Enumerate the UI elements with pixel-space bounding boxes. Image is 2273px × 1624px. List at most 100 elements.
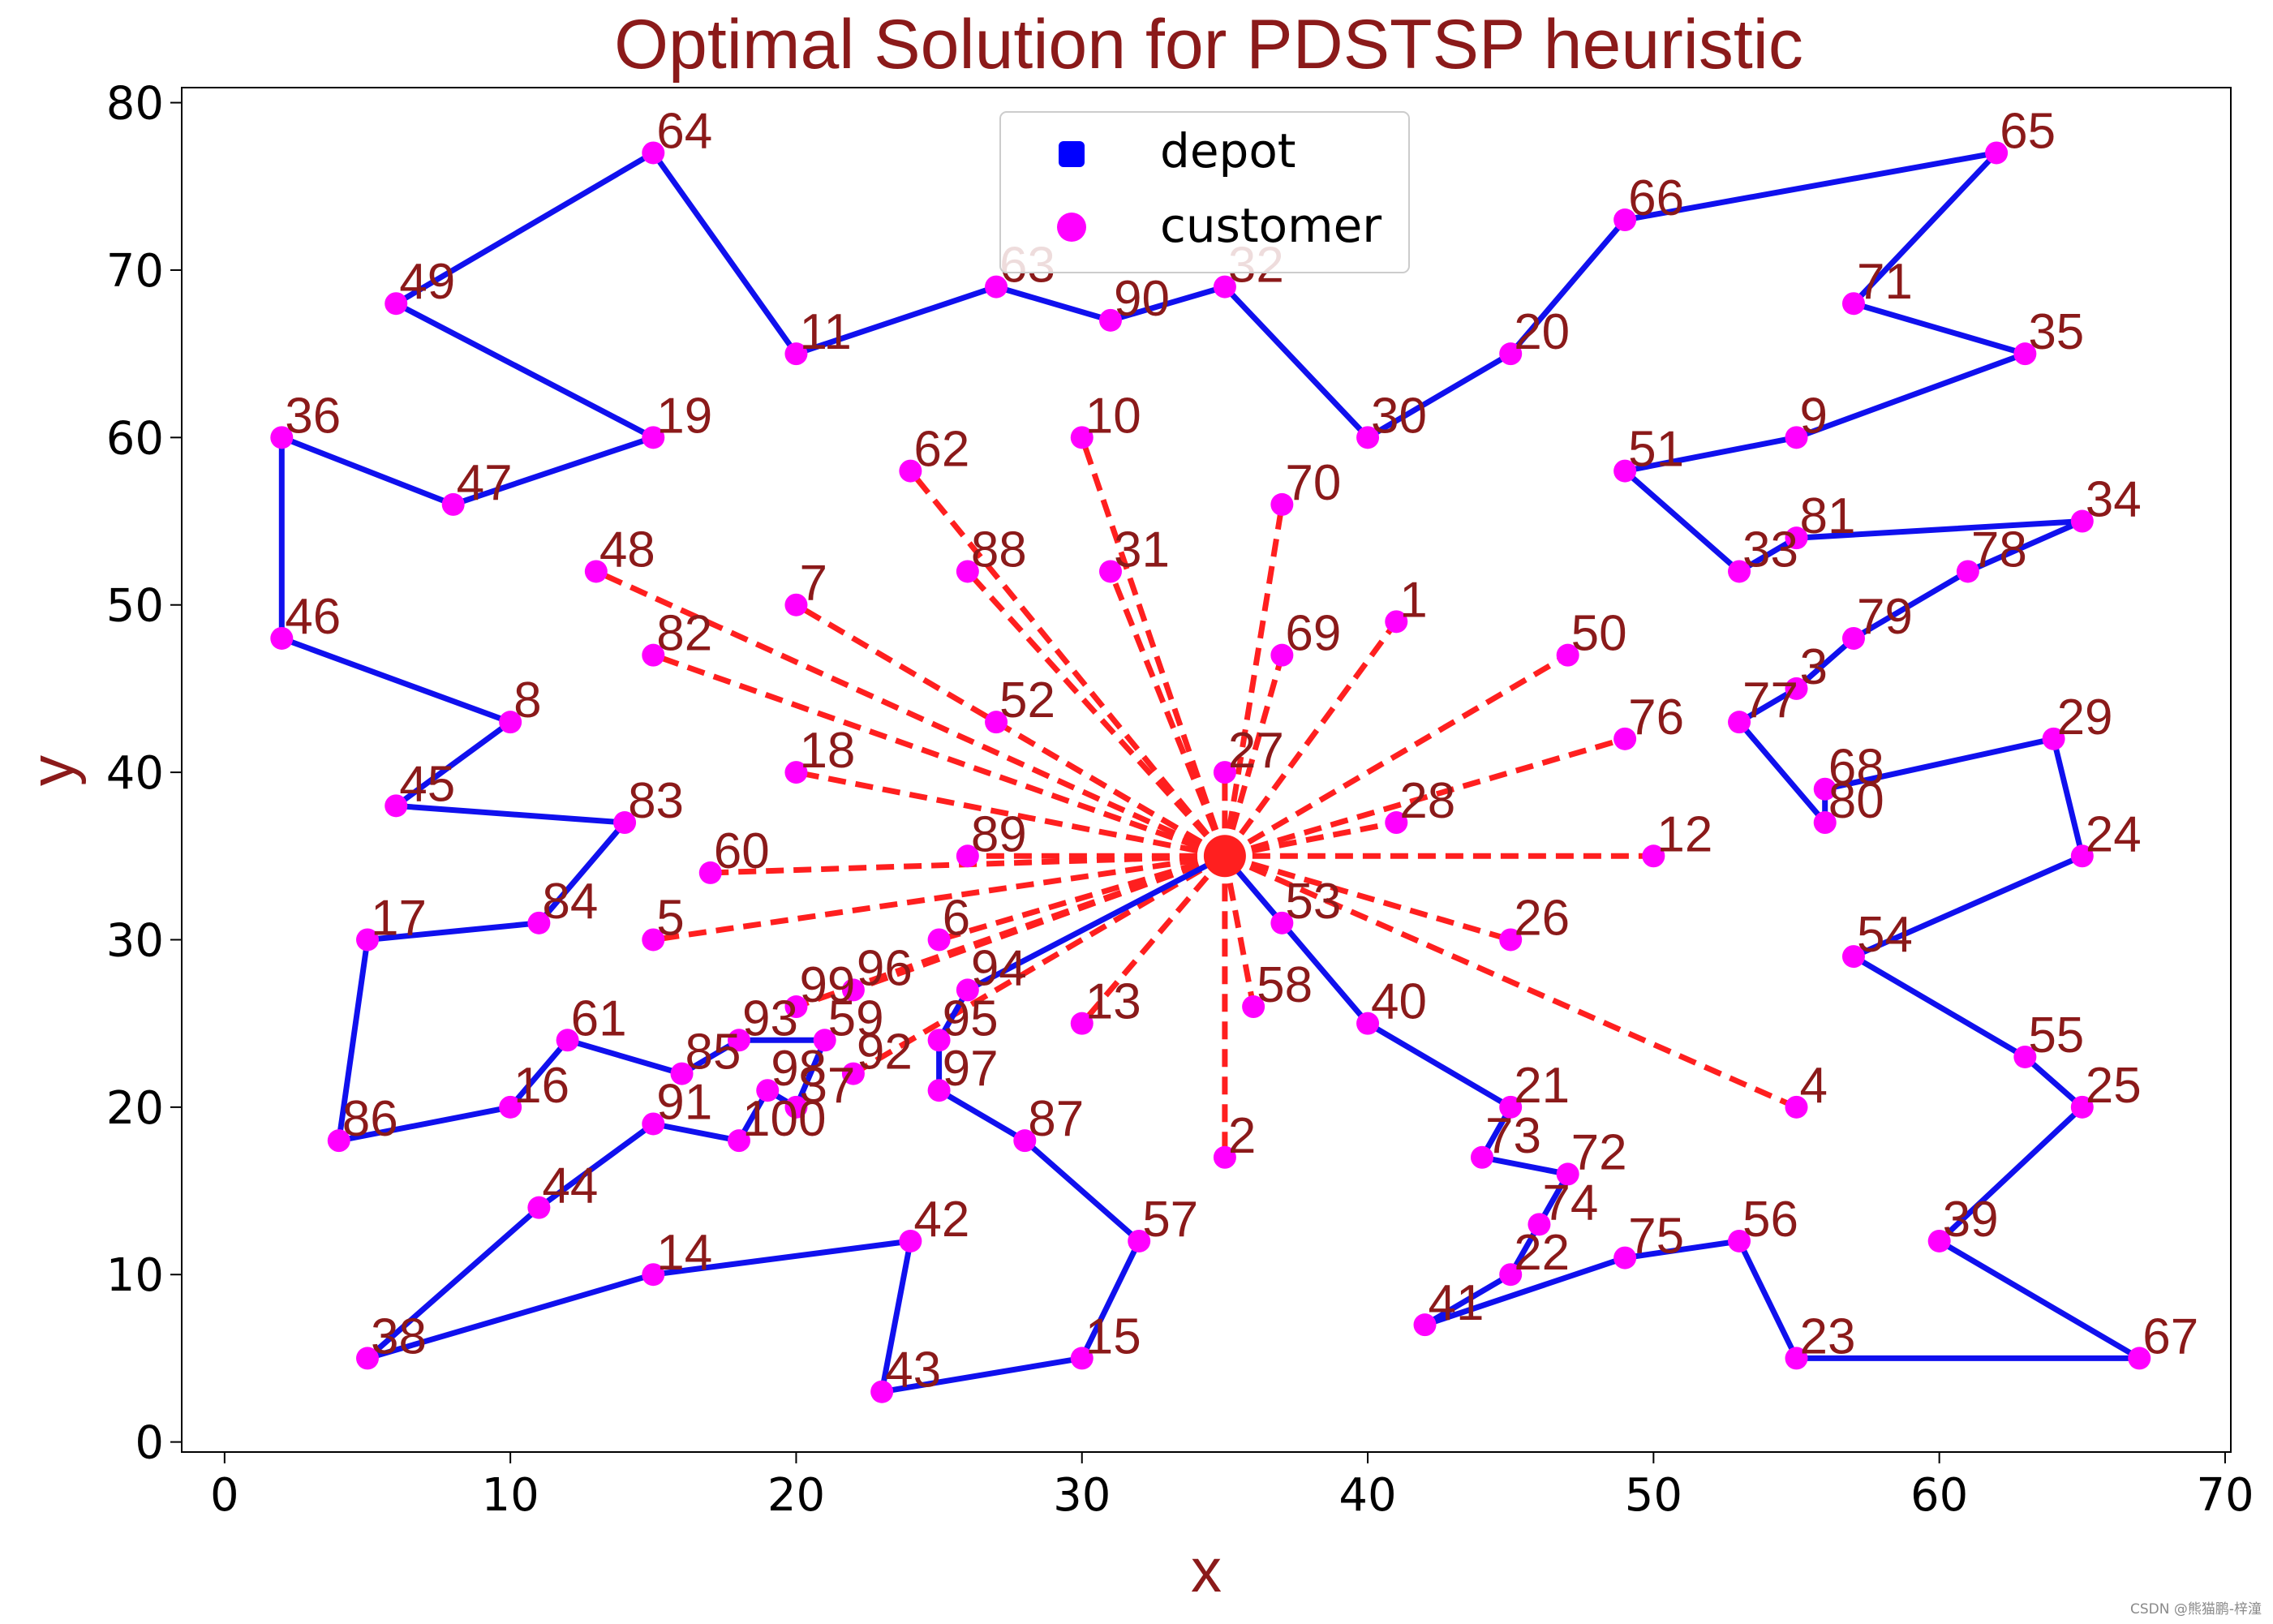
customer-point-42	[899, 1229, 922, 1252]
point-label-93: 93	[742, 990, 798, 1046]
drone-route-69	[1222, 654, 1285, 857]
customer-point-36	[270, 426, 294, 449]
y-tick-label: 20	[106, 1082, 164, 1135]
customer-point-92	[841, 1062, 865, 1085]
customer-point-48	[584, 560, 608, 583]
customer-point-83	[613, 811, 637, 835]
point-label-43: 43	[885, 1343, 941, 1398]
x-tick-label: 60	[1910, 1469, 1968, 1522]
customer-point-56	[1728, 1229, 1751, 1252]
point-label-72: 72	[1571, 1124, 1627, 1180]
customer-point-68	[1813, 777, 1837, 801]
point-label-54: 54	[1857, 907, 1913, 963]
y-tick-label: 70	[106, 245, 164, 298]
customer-point-20	[1499, 342, 1523, 366]
point-label-95: 95	[943, 990, 999, 1046]
point-label-46: 46	[285, 589, 341, 645]
point-label-71: 71	[1857, 254, 1913, 310]
point-label-59: 59	[828, 990, 884, 1046]
point-label-75: 75	[1628, 1209, 1684, 1265]
customer-point-38	[355, 1347, 379, 1370]
customer-point-95	[927, 1029, 951, 1052]
drone-route-88	[965, 569, 1227, 858]
customer-point-12	[1642, 844, 1665, 868]
customer-point-50	[1556, 643, 1579, 667]
point-label-62: 62	[913, 422, 969, 478]
point-label-77: 77	[1742, 672, 1798, 728]
customer-point-5	[642, 928, 665, 952]
chart-title: Optimal Solution for PDSTSP heuristic	[614, 6, 1803, 84]
customer-point-91	[642, 1112, 665, 1136]
x-tick-label: 50	[1625, 1469, 1682, 1522]
point-label-99: 99	[799, 957, 855, 1013]
customer-point-99	[784, 995, 808, 1019]
customer-point-72	[1556, 1162, 1579, 1186]
point-label-56: 56	[1742, 1192, 1798, 1248]
point-label-69: 69	[1285, 606, 1341, 662]
point-label-19: 19	[656, 388, 712, 444]
point-label-83: 83	[628, 773, 684, 829]
customer-point-14	[642, 1263, 665, 1287]
point-label-51: 51	[1628, 422, 1684, 478]
point-label-9: 9	[1800, 388, 1828, 444]
customer-point-18	[784, 761, 808, 784]
customer-point-39	[1927, 1229, 1951, 1252]
point-label-2: 2	[1228, 1108, 1256, 1164]
point-label-52: 52	[999, 672, 1055, 728]
point-label-73: 73	[1485, 1108, 1541, 1164]
point-label-78: 78	[1971, 522, 2027, 578]
customer-point-16	[499, 1095, 522, 1119]
point-label-36: 36	[285, 388, 341, 444]
customer-point-79	[1841, 626, 1865, 650]
customer-point-4	[1785, 1095, 1808, 1119]
customer-point-81	[1785, 526, 1808, 550]
legend: depot customer	[999, 111, 1410, 273]
customer-point-45	[385, 794, 408, 818]
customer-point-29	[2042, 727, 2065, 750]
x-tick-label: 10	[482, 1469, 539, 1522]
point-label-68: 68	[1828, 740, 1884, 796]
point-label-66: 66	[1628, 170, 1684, 226]
point-label-13: 13	[1085, 974, 1141, 1030]
customer-point-58	[1242, 995, 1265, 1019]
y-tick-label: 80	[106, 78, 164, 131]
point-label-40: 40	[1371, 974, 1427, 1030]
plot-frame	[181, 87, 2232, 1453]
point-label-21: 21	[1514, 1058, 1570, 1114]
point-label-100: 100	[742, 1091, 826, 1147]
y-tick-label: 10	[106, 1249, 164, 1302]
drone-route-13	[1080, 854, 1227, 1025]
point-label-81: 81	[1800, 488, 1856, 544]
point-label-55: 55	[2028, 1007, 2084, 1063]
point-label-45: 45	[399, 756, 455, 812]
point-label-15: 15	[1085, 1308, 1141, 1364]
point-label-35: 35	[2028, 304, 2084, 360]
point-label-60: 60	[714, 823, 770, 879]
x-tick-label: 30	[1053, 1469, 1111, 1522]
point-label-6: 6	[943, 890, 970, 946]
point-label-64: 64	[656, 103, 712, 159]
point-label-91: 91	[656, 1074, 712, 1130]
drone-route-18	[795, 769, 1226, 859]
point-label-41: 41	[1429, 1275, 1485, 1331]
point-label-44: 44	[542, 1158, 598, 1214]
customer-point-59	[813, 1029, 836, 1052]
y-tick-label: 60	[106, 412, 164, 465]
point-label-48: 48	[599, 522, 655, 578]
point-label-17: 17	[371, 890, 427, 946]
point-label-96: 96	[857, 940, 913, 996]
drone-route-76	[1223, 736, 1626, 859]
customer-point-64	[642, 141, 665, 165]
point-label-47: 47	[457, 455, 513, 511]
y-tick-label: 40	[106, 747, 164, 800]
point-label-53: 53	[1285, 874, 1341, 930]
customer-point-19	[642, 426, 665, 449]
watermark-text: CSDN @熊猫鹏-梓潼	[2129, 1601, 2262, 1618]
point-label-98: 98	[771, 1041, 827, 1097]
customer-point-21	[1499, 1095, 1523, 1119]
point-label-26: 26	[1514, 890, 1570, 946]
customer-point-22	[1499, 1263, 1523, 1287]
customer-point-80	[1813, 811, 1837, 835]
point-label-85: 85	[685, 1025, 741, 1081]
